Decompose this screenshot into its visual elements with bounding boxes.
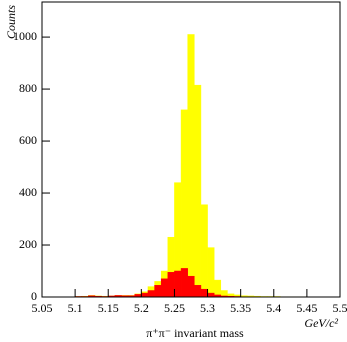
histogram-bar xyxy=(154,285,162,298)
x-tick-label: 5.5 xyxy=(333,301,347,315)
y-tick-label: 0 xyxy=(31,289,37,303)
histogram-bar xyxy=(200,288,208,298)
histogram-bar xyxy=(213,279,222,298)
x-tick-label: 5.1 xyxy=(68,301,83,315)
x-tick-label: 5.15 xyxy=(98,301,119,315)
histogram-bar xyxy=(207,292,215,298)
histogram-bar xyxy=(187,34,195,298)
histogram-bar xyxy=(200,204,208,298)
plot-frame xyxy=(41,1,341,298)
x-axis-unit: GeV/c² xyxy=(304,316,338,330)
histogram-bar xyxy=(194,84,202,298)
y-tick-label: 600 xyxy=(19,133,37,147)
histogram-bar xyxy=(180,268,188,298)
x-tick-label: 5.4 xyxy=(266,301,281,315)
x-tick-label: 5.45 xyxy=(296,301,317,315)
histogram-bar xyxy=(187,275,195,298)
y-tick-label: 400 xyxy=(19,185,37,199)
histogram-bar xyxy=(147,290,155,298)
histogram-bar xyxy=(194,285,202,298)
histogram-bar xyxy=(141,292,149,298)
x-tick-label: 5.25 xyxy=(164,301,185,315)
histogram-bar xyxy=(207,247,215,298)
x-tick-label: 5.2 xyxy=(134,301,149,315)
x-axis-title: π⁺π⁻ invariant mass xyxy=(146,326,244,340)
histogram-bar xyxy=(167,272,175,298)
y-tick-label: 800 xyxy=(19,81,37,95)
y-tick-label: 200 xyxy=(19,237,37,251)
y-tick-label: 1000 xyxy=(13,29,37,43)
histogram-bar xyxy=(160,278,169,298)
x-tick-label: 5.35 xyxy=(230,301,251,315)
y-axis-label: Counts xyxy=(4,5,18,39)
x-tick-label: 5.05 xyxy=(32,301,53,315)
x-tick-label: 5.3 xyxy=(200,301,215,315)
histogram-bar xyxy=(174,270,182,298)
